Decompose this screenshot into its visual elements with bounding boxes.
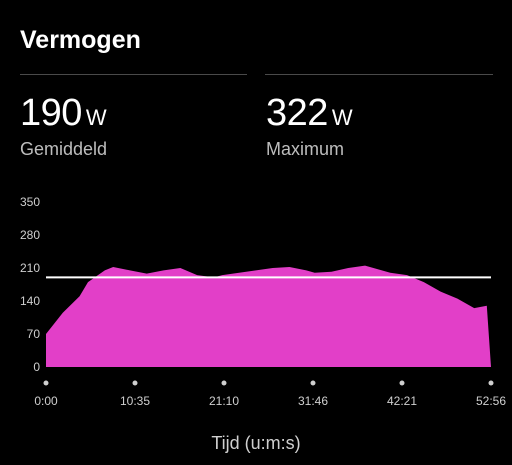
- power-area: [46, 265, 491, 367]
- x-tick-label: 21:10: [209, 394, 239, 408]
- x-tick-label: 10:35: [120, 394, 150, 408]
- x-tick-label: 52:56: [476, 394, 506, 408]
- x-tick-label: 31:46: [298, 394, 328, 408]
- power-chart[interactable]: 350 280 210 140 70 0 0:00 10:35 21:10 31:46 42:21 5…: [0, 185, 512, 410]
- average-power-stat: 190 W Gemiddeld: [20, 92, 107, 160]
- divider-right: [265, 74, 493, 75]
- x-tick-label: 42:21: [387, 394, 417, 408]
- x-tick-dot: [132, 380, 138, 386]
- y-tick-label: 0: [33, 360, 40, 374]
- x-tick-dot: [488, 380, 494, 386]
- x-tick-dot: [221, 380, 227, 386]
- maximum-power-label: Maximum: [266, 139, 345, 159]
- divider-left: [20, 74, 247, 75]
- y-tick-label: 210: [20, 261, 40, 275]
- maximum-power-value: 322: [266, 92, 328, 134]
- y-tick-label: 140: [20, 294, 40, 308]
- maximum-power-unit: W: [331, 105, 353, 130]
- x-tick-label: 0:00: [34, 394, 58, 408]
- average-power-value: 190: [20, 92, 82, 134]
- page-title: Vermogen: [20, 26, 141, 54]
- y-tick-label: 280: [20, 228, 40, 242]
- x-tick-dot: [310, 380, 316, 386]
- y-tick-label: 350: [20, 195, 40, 209]
- average-power-label: Gemiddeld: [20, 139, 108, 159]
- x-axis-title: Tijd (u:m:s): [211, 433, 301, 453]
- average-power-unit: W: [85, 105, 107, 130]
- x-tick-dot: [399, 380, 405, 386]
- maximum-power-stat: 322 W Maximum: [266, 92, 353, 160]
- y-tick-label: 70: [27, 327, 41, 341]
- x-tick-dot: [43, 380, 49, 386]
